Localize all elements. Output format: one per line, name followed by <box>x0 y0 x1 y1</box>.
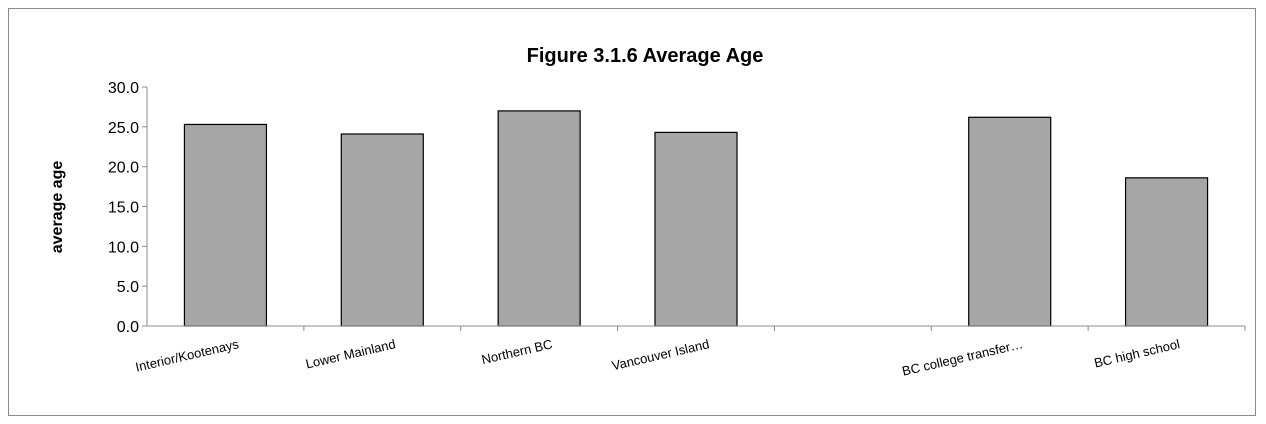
bar-lower-mainland <box>341 134 423 326</box>
x-tick-label: Vancouver Island <box>610 336 710 373</box>
chart-title: Figure 3.1.6 Average Age <box>527 45 764 67</box>
x-tick-label: BC college transfer… <box>901 336 1025 378</box>
bar-chart: Figure 3.1.6 Average Age average age 0.0… <box>9 9 1257 417</box>
y-tick-label: 15.0 <box>108 200 139 217</box>
chart-frame: Figure 3.1.6 Average Age average age 0.0… <box>8 8 1256 416</box>
y-tick-label: 20.0 <box>108 160 139 177</box>
y-tick-label: 30.0 <box>108 80 139 97</box>
x-tick-label: Northern BC <box>480 336 554 367</box>
bar-vancouver-island <box>655 132 737 326</box>
bar-bc-high-school <box>1126 178 1208 326</box>
y-axis-label: average age <box>49 161 66 254</box>
bar-bc-college-transfer- <box>969 117 1051 326</box>
x-tick-label: Lower Mainland <box>304 336 397 371</box>
bar-interior-kootenays <box>184 124 266 326</box>
y-tick-label: 0.0 <box>117 319 139 336</box>
x-tick-label: Interior/Kootenays <box>134 336 241 374</box>
plot-area: 0.0 5.0 10.0 15.0 20.0 25.0 30.0 Interior/Koote… <box>108 80 1245 379</box>
y-tick-label: 10.0 <box>108 239 139 256</box>
y-tick-label: 25.0 <box>108 120 139 137</box>
bar-northern-bc <box>498 111 580 326</box>
y-tick-label: 5.0 <box>117 279 139 296</box>
x-tick-label: BC high school <box>1093 336 1182 370</box>
